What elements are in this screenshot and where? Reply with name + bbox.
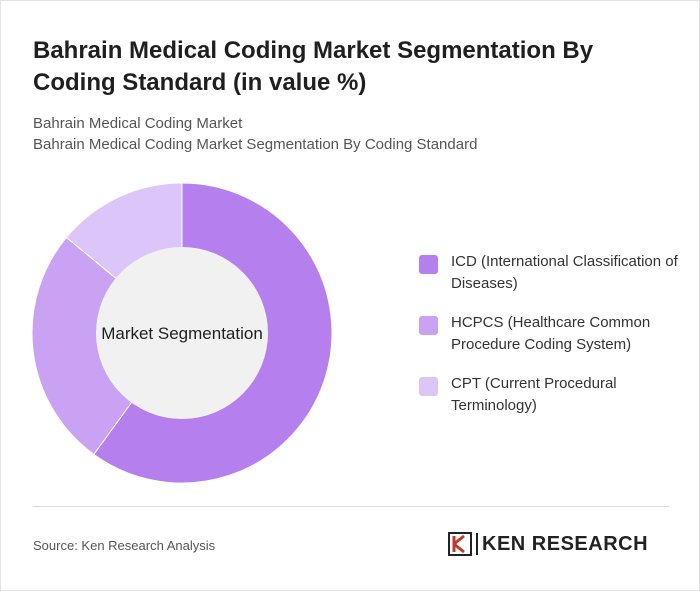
chart-legend: ICD (International Classification of Dis… (419, 251, 679, 434)
legend-label: ICD (International Classification of Dis… (451, 253, 678, 292)
logo-text: KEN RESEARCH (482, 533, 649, 555)
donut-svg: Market Segmentation (31, 182, 333, 484)
donut-chart: Market Segmentation (31, 181, 336, 486)
ken-research-logo: KEN RESEARCH (448, 529, 670, 559)
donut-center-label: Market Segmentation (101, 324, 263, 343)
subtitle-market: Bahrain Medical Coding Market (33, 115, 243, 132)
logo-divider (476, 533, 478, 555)
legend-swatch (419, 377, 438, 396)
legend-item: HCPCS (Healthcare Common Procedure Codin… (419, 312, 679, 356)
legend-swatch (419, 316, 438, 335)
legend-label: CPT (Current Procedural Terminology) (451, 375, 617, 414)
source-note: Source: Ken Research Analysis (33, 538, 216, 553)
donut-hole (96, 247, 268, 419)
legend-item: ICD (International Classification of Dis… (419, 251, 679, 295)
legend-label: HCPCS (Healthcare Common Procedure Codin… (451, 314, 651, 353)
footer-divider (33, 506, 669, 507)
subtitle-segmentation: Bahrain Medical Coding Market Segmentati… (33, 136, 478, 153)
chart-title: Bahrain Medical Coding Market Segmentati… (33, 37, 594, 96)
ken-research-logo-mark-icon (448, 532, 472, 556)
legend-swatch (419, 255, 438, 274)
legend-item: CPT (Current Procedural Terminology) (419, 373, 679, 417)
